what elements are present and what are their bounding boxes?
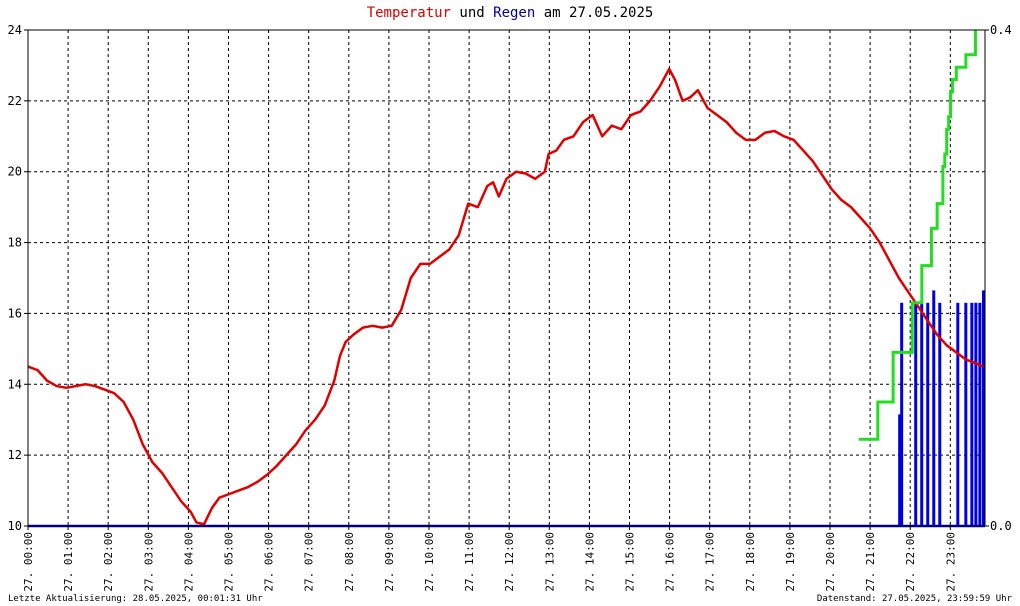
x-tick-label: 27. 13:00 [543,532,556,592]
rain-bar [920,302,924,526]
rain-bar [956,302,960,526]
x-tick-label: 27. 05:00 [223,532,236,592]
x-tick-label: 27. 11:00 [463,532,476,592]
temperature-line [27,67,984,526]
y-axis-right-labels: 0.0 0.4 [985,23,1012,533]
y-tick-label-left: 16 [8,306,22,320]
x-tick-label: 27. 06:00 [263,532,276,592]
rain-bar [978,302,982,526]
x-tick-label: 27. 04:00 [182,532,195,592]
rain-bar [898,414,902,526]
y-tick-label-right: 0.4 [990,23,1012,37]
y-tick-label-left: 10 [8,519,22,533]
footer-last-update: Letzte Aktualisierung: 28.05.2025, 00:01… [8,594,263,604]
title-rain: Regen [493,5,536,21]
y-tick-label-left: 22 [8,94,22,108]
title-temperature: Temperatur [366,5,451,21]
footer-data-status: Datenstand: 27.05.2025, 23:59:59 Uhr [816,594,1012,604]
x-axis-labels: 27. 00:00 27. 01:00 27. 02:00 27. 03:00 27. … [22,526,957,592]
x-tick-label: 27. 19:00 [784,532,797,592]
y-tick-label-right: 0.0 [990,519,1012,533]
rain-bar [932,290,936,526]
x-tick-label: 27. 21:00 [864,532,877,592]
rain-bar [974,302,978,526]
x-tick-label: 27. 14:00 [583,532,596,592]
x-tick-label: 27. 20:00 [824,532,837,592]
chart-title: Temperatur und Regen am 27.05.2025 [0,5,1020,21]
rain-sum-line [858,30,977,441]
rain-bar [970,302,974,526]
x-tick-label: 27. 02:00 [102,532,115,592]
y-tick-label-left: 24 [8,23,22,37]
grid [28,30,985,526]
plot-frame [27,29,986,527]
x-tick-label: 27. 16:00 [664,532,677,592]
y-axis-left-labels: 10 12 14 16 18 20 22 24 [8,23,28,533]
x-tick-label: 27. 12:00 [503,532,516,592]
x-tick-label: 27. 15:00 [624,532,637,592]
title-und: und [450,5,494,21]
x-tick-label: 27. 03:00 [142,532,155,592]
x-tick-label: 27. 07:00 [303,532,316,592]
x-tick-label: 27. 18:00 [744,532,757,592]
rain-bar [926,302,930,526]
y-tick-label-left: 20 [8,165,22,179]
axes [27,29,986,527]
rain-bar [982,302,985,526]
y-tick-label-left: 18 [8,236,22,250]
x-tick-label: 27. 22:00 [904,532,917,592]
x-tick-label: 27. 01:00 [62,532,75,592]
x-tick-label: 27. 17:00 [704,532,717,592]
rain-bar [964,302,968,526]
y-tick-label-left: 14 [8,377,22,391]
x-tick-label: 27. 09:00 [383,532,396,592]
rain-bars [898,290,985,526]
x-tick-label: 27. 10:00 [423,532,436,592]
rain-bar [914,302,918,526]
title-date: am 27.05.2025 [535,5,654,21]
x-tick-label: 27. 08:00 [343,532,356,592]
y-tick-label-left: 12 [8,448,22,462]
x-tick-label: 27. 23:00 [944,532,957,592]
rain-bar [900,302,904,526]
rain-bar [938,302,942,526]
x-tick-label: 27. 00:00 [22,532,35,592]
series-lines [27,30,985,528]
